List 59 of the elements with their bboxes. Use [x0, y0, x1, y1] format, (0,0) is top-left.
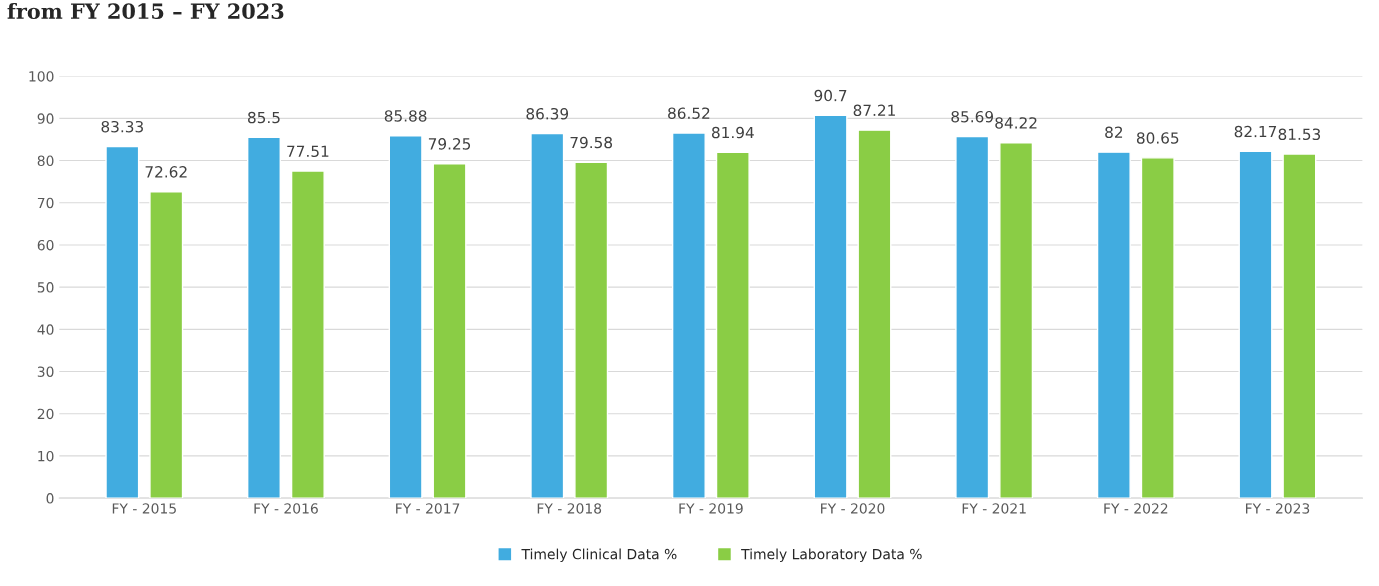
y-tick-label: 10: [38, 450, 54, 462]
data-label: 86.39: [526, 107, 569, 120]
data-label: 80.65: [1136, 132, 1179, 144]
data-label: 79.25: [428, 138, 471, 150]
data-label: 90.7: [814, 89, 847, 102]
x-tick-label: FY - 2021: [962, 503, 1026, 514]
data-label: 85.5: [248, 111, 280, 124]
data-label: 72.62: [145, 166, 187, 178]
bar: [105, 145, 140, 499]
x-tick-label: FY - 2019: [679, 503, 743, 514]
bar: [857, 129, 892, 499]
data-label: 84.22: [995, 117, 1037, 129]
bar: [813, 114, 848, 499]
bar: [290, 170, 325, 499]
x-tick-label: FY - 2023: [1246, 503, 1310, 514]
x-tick-label: FY - 2022: [1104, 503, 1168, 514]
bar: [671, 132, 706, 499]
legend-label: Timely Laboratory Data %: [741, 548, 922, 563]
y-tick-label: 20: [37, 408, 54, 420]
bar: [530, 132, 565, 499]
x-tick-label: FY - 2017: [396, 503, 460, 514]
y-tick-label: 80: [37, 155, 54, 167]
y-tick-label: 60: [37, 239, 54, 251]
data-label: 82: [1105, 126, 1123, 139]
data-label: 85.88: [384, 110, 427, 122]
data-label: 82.17: [1234, 125, 1277, 138]
bar: [715, 151, 750, 499]
y-tick-label: 90: [37, 113, 54, 124]
y-tick-label: 50: [37, 282, 54, 293]
bar: [432, 163, 467, 499]
data-label: 86.52: [668, 107, 710, 119]
data-label: 87.21: [853, 104, 895, 117]
legend-label: Timely Clinical Data %: [521, 548, 677, 563]
data-label: 77.51: [287, 145, 329, 157]
data-label: 83.33: [101, 120, 143, 133]
bar: [574, 161, 609, 499]
bar: [955, 135, 990, 499]
x-tick-label: FY - 2016: [254, 503, 318, 514]
data-label: 85.69: [951, 110, 994, 123]
bar: [1282, 153, 1317, 499]
y-tick-label: 30: [37, 366, 54, 377]
bar: [1096, 151, 1131, 499]
bar: [1140, 157, 1175, 499]
bar: [388, 135, 423, 499]
y-tick-label: 100: [29, 71, 54, 82]
x-tick-label: FY - 2020: [821, 503, 885, 514]
bar: [999, 142, 1034, 499]
y-tick-label: 70: [37, 197, 54, 209]
data-label: 81.94: [712, 126, 754, 139]
y-tick-label: 0: [46, 493, 54, 504]
bar: [246, 136, 281, 499]
data-label: 81.53: [1278, 128, 1321, 141]
chart-title: from FY 2015 – FY 2023: [7, 2, 284, 20]
y-tick-label: 40: [37, 324, 54, 335]
bar: [149, 191, 184, 499]
bar: [1238, 150, 1273, 499]
data-label: 79.58: [570, 136, 613, 149]
x-tick-label: FY - 2015: [112, 503, 176, 514]
x-tick-label: FY - 2018: [537, 503, 602, 514]
